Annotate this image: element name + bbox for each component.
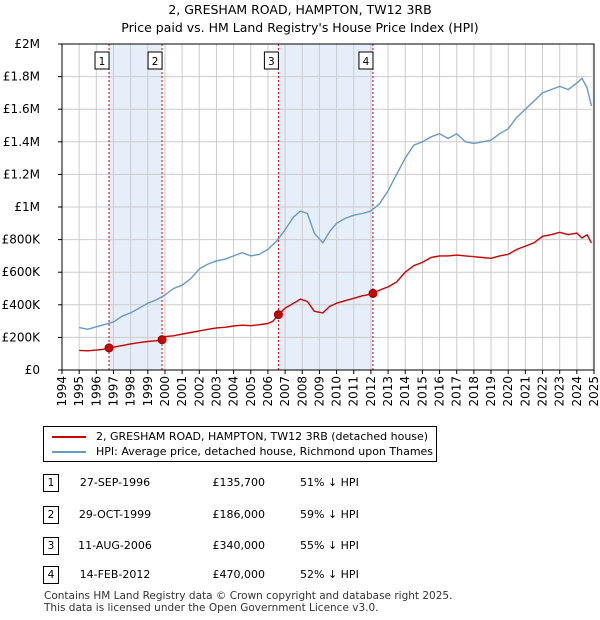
transaction-row: 1 27-SEP-1996 £135,700 51% ↓ HPI bbox=[0, 474, 600, 494]
price-chart: 1 2 3 4 £0 £200K £400K £600K £800K £1M £1.2M £1.4M £… bbox=[2, 37, 600, 407]
y-tick-label: £1.4M bbox=[3, 135, 40, 149]
sale-marker-label: 1 bbox=[99, 56, 106, 68]
x-tick-label: 2007 bbox=[278, 376, 292, 407]
legend-label-property: 2, GRESHAM ROAD, HAMPTON, TW12 3RB (deta… bbox=[96, 430, 429, 443]
transaction-row: 4 14-FEB-2012 £470,000 52% ↓ HPI bbox=[0, 566, 600, 586]
sale-marker-box bbox=[147, 51, 163, 70]
forecast-region bbox=[591, 44, 594, 370]
footer-copyright: Contains HM Land Registry data © Crown c… bbox=[44, 590, 453, 602]
transaction-price: £340,000 bbox=[212, 539, 266, 552]
x-tick-label: 2025 bbox=[587, 376, 600, 407]
legend-swatch-property bbox=[52, 436, 86, 438]
transaction-date: 29-OCT-1999 bbox=[78, 508, 152, 521]
sale-point bbox=[368, 288, 378, 298]
x-tick-label: 2009 bbox=[312, 376, 326, 407]
x-tick-label: 2001 bbox=[175, 376, 189, 407]
transaction-row: 2 29-OCT-1999 £186,000 59% ↓ HPI bbox=[0, 506, 600, 526]
sale-point bbox=[157, 335, 167, 345]
y-tick-label: £1.2M bbox=[3, 167, 40, 181]
transaction-hpi: 59% ↓ HPI bbox=[300, 508, 359, 521]
x-tick-label: 2022 bbox=[536, 376, 550, 407]
transaction-date: 11-AUG-2006 bbox=[78, 539, 152, 552]
y-tick-label: £1.6M bbox=[3, 102, 40, 116]
x-tick-label: 1996 bbox=[89, 376, 103, 407]
x-tick-label: 2000 bbox=[158, 376, 172, 407]
transaction-price: £470,000 bbox=[212, 568, 266, 581]
x-tick-label: 1997 bbox=[106, 376, 120, 407]
x-tick-label: 1999 bbox=[141, 376, 155, 407]
x-tick-label: 2005 bbox=[244, 376, 258, 407]
y-tick-label: £1M bbox=[14, 200, 40, 214]
sale-marker-label: 2 bbox=[152, 56, 159, 68]
y-tick-label: £800K bbox=[2, 233, 42, 247]
x-tick-label: 2018 bbox=[467, 376, 481, 407]
x-tick-label: 2023 bbox=[553, 376, 567, 407]
x-tick-label: 2015 bbox=[415, 376, 429, 407]
y-tick-label: £200K bbox=[2, 330, 42, 344]
sale-marker-box bbox=[94, 51, 110, 70]
sale-marker-label: 3 bbox=[268, 56, 275, 68]
transaction-price: £135,700 bbox=[212, 476, 266, 489]
y-tick-label: £1.8M bbox=[3, 70, 40, 84]
x-tick-label: 2010 bbox=[330, 376, 344, 407]
x-tick-label: 2003 bbox=[209, 376, 223, 407]
x-tick-label: 2011 bbox=[347, 376, 361, 407]
transaction-price: £186,000 bbox=[212, 508, 266, 521]
hpi-line bbox=[79, 77, 593, 330]
y-tick-label: £2M bbox=[14, 37, 40, 51]
sale-point bbox=[273, 310, 283, 320]
x-tick-label: 2014 bbox=[398, 376, 412, 407]
transaction-number: 2 bbox=[43, 506, 59, 524]
sale-marker-box bbox=[358, 51, 374, 70]
x-tick-label: 2019 bbox=[484, 376, 498, 407]
x-tick-label: 2012 bbox=[364, 376, 378, 407]
x-tick-label: 2013 bbox=[381, 376, 395, 407]
x-tick-label: 1994 bbox=[55, 376, 69, 407]
transaction-number: 3 bbox=[43, 537, 59, 555]
x-tick-label: 1998 bbox=[124, 376, 138, 407]
legend-item-property: 2, GRESHAM ROAD, HAMPTON, TW12 3RB (deta… bbox=[52, 429, 428, 445]
x-tick-label: 2020 bbox=[501, 376, 515, 407]
chart-subtitle: Price paid vs. HM Land Registry's House … bbox=[121, 20, 479, 35]
x-tick-label: 1995 bbox=[72, 376, 86, 407]
sale-marker-box bbox=[263, 51, 279, 70]
x-tick-label: 2024 bbox=[570, 376, 584, 407]
transaction-hpi: 55% ↓ HPI bbox=[300, 539, 359, 552]
x-tick-label: 2017 bbox=[450, 376, 464, 407]
transaction-row: 3 11-AUG-2006 £340,000 55% ↓ HPI bbox=[0, 537, 600, 557]
y-tick-label: £400K bbox=[2, 298, 42, 312]
chart-legend: 2, GRESHAM ROAD, HAMPTON, TW12 3RB (deta… bbox=[43, 426, 437, 462]
transaction-number: 1 bbox=[43, 474, 59, 492]
legend-label-hpi: HPI: Average price, detached house, Rich… bbox=[96, 445, 434, 458]
transaction-hpi: 52% ↓ HPI bbox=[300, 568, 359, 581]
x-tick-label: 2004 bbox=[227, 376, 241, 407]
sale-point bbox=[104, 343, 114, 353]
transaction-number: 4 bbox=[43, 566, 59, 584]
x-tick-label: 2008 bbox=[295, 376, 309, 407]
transaction-date: 14-FEB-2012 bbox=[79, 568, 151, 581]
x-tick-label: 2006 bbox=[261, 376, 275, 407]
x-tick-label: 2002 bbox=[192, 376, 206, 407]
footer-license: This data is licensed under the Open Gov… bbox=[44, 602, 379, 614]
chart-title: 2, GRESHAM ROAD, HAMPTON, TW12 3RB bbox=[168, 2, 432, 17]
transaction-date: 27-SEP-1996 bbox=[79, 476, 151, 489]
transaction-hpi: 51% ↓ HPI bbox=[300, 476, 359, 489]
y-tick-label: £0 bbox=[25, 363, 40, 377]
sale-marker-label: 4 bbox=[363, 56, 370, 68]
legend-swatch-hpi bbox=[52, 451, 86, 453]
x-tick-label: 2021 bbox=[518, 376, 532, 407]
legend-item-hpi: HPI: Average price, detached house, Rich… bbox=[52, 444, 433, 460]
y-tick-label: £600K bbox=[2, 265, 42, 279]
x-tick-label: 2016 bbox=[433, 376, 447, 407]
